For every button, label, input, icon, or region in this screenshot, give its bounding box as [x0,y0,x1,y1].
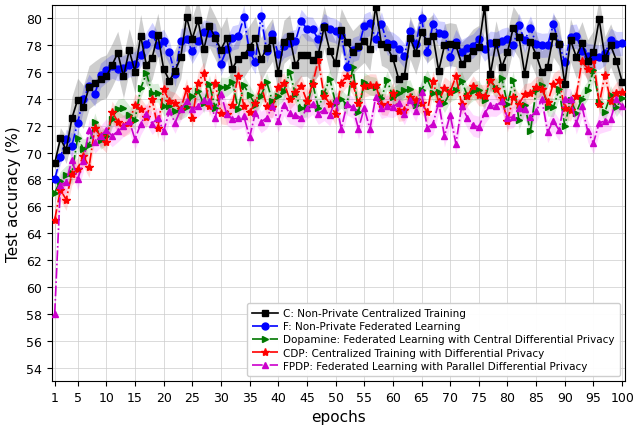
X-axis label: epochs: epochs [311,409,366,424]
CDP: Centralized Training with Differential Privacy: (1, 65): Centralized Training with Differential P… [51,218,58,223]
CDP: Centralized Training with Differential Privacy: (96, 73.6): Centralized Training with Differential P… [595,102,603,107]
Legend: C: Non-Private Centralized Training, F: Non-Private Federated Learning, Dopamine: C: Non-Private Centralized Training, F: … [246,303,620,376]
Dopamine: Federated Learning with Central Differential Privacy: (52, 73.5): Federated Learning with Central Differen… [343,103,351,108]
F: Non-Private Federated Learning: (37, 80.2): Non-Private Federated Learning: (37, 80.… [257,14,265,19]
Dopamine: Federated Learning with Central Differential Privacy: (24, 73.4): Federated Learning with Central Differen… [182,105,190,110]
FPDP: Federated Learning with Parallel Differential Privacy: (93, 73.4): Federated Learning with Parallel Differe… [578,104,586,110]
FPDP: Federated Learning with Parallel Differential Privacy: (100, 73.4): Federated Learning with Parallel Differe… [618,104,626,110]
FPDP: Federated Learning with Parallel Differential Privacy: (60, 73.4): Federated Learning with Parallel Differe… [389,105,397,110]
FPDP: Federated Learning with Parallel Differential Privacy: (20, 71.6): Federated Learning with Parallel Differe… [160,129,168,135]
F: Non-Private Federated Learning: (61, 77.7): Non-Private Federated Learning: (61, 77.… [395,47,403,52]
Line: Dopamine: Federated Learning with Central Differential Privacy: Dopamine: Federated Learning with Centra… [51,65,625,197]
Line: CDP: Centralized Training with Differential Privacy: CDP: Centralized Training with Different… [51,56,627,224]
F: Non-Private Federated Learning: (53, 77.6): Non-Private Federated Learning: (53, 77.… [349,48,356,53]
Dopamine: Federated Learning with Central Differential Privacy: (20, 73.4): Federated Learning with Central Differen… [160,104,168,110]
F: Non-Private Federated Learning: (20, 78.3): Non-Private Federated Learning: (20, 78.… [160,40,168,45]
Line: C: Non-Private Centralized Training: C: Non-Private Centralized Training [52,5,625,167]
CDP: Centralized Training with Differential Privacy: (52, 75.7): Centralized Training with Differential P… [343,74,351,79]
F: Non-Private Federated Learning: (96, 77.1): Non-Private Federated Learning: (96, 77.… [595,55,603,61]
Line: F: Non-Private Federated Learning: F: Non-Private Federated Learning [51,13,625,184]
FPDP: Federated Learning with Parallel Differential Privacy: (1, 58): Federated Learning with Parallel Differe… [51,312,58,317]
Dopamine: Federated Learning with Central Differential Privacy: (96, 73.7): Federated Learning with Central Differen… [595,101,603,106]
CDP: Centralized Training with Differential Privacy: (95, 76.9): Centralized Training with Differential P… [589,58,597,63]
FPDP: Federated Learning with Parallel Differential Privacy: (65, 74.5): Federated Learning with Parallel Differe… [418,91,426,96]
F: Non-Private Federated Learning: (24, 78.5): Non-Private Federated Learning: (24, 78.… [182,37,190,42]
Dopamine: Federated Learning with Central Differential Privacy: (53, 76.3): Federated Learning with Central Differen… [349,66,356,71]
CDP: Centralized Training with Differential Privacy: (24, 74.7): Centralized Training with Differential P… [182,87,190,92]
C: Non-Private Centralized Training: (20, 76.2): Non-Private Centralized Training: (20, 7… [160,67,168,72]
Dopamine: Federated Learning with Central Differential Privacy: (61, 74.4): Federated Learning with Central Differen… [395,91,403,96]
CDP: Centralized Training with Differential Privacy: (60, 74.4): Centralized Training with Differential P… [389,91,397,96]
C: Non-Private Centralized Training: (1, 69.2): Non-Private Centralized Training: (1, 69… [51,161,58,166]
Dopamine: Federated Learning with Central Differential Privacy: (93, 74): Federated Learning with Central Differen… [578,97,586,102]
Dopamine: Federated Learning with Central Differential Privacy: (100, 74): Federated Learning with Central Differen… [618,97,626,102]
FPDP: Federated Learning with Parallel Differential Privacy: (52, 73.6): Federated Learning with Parallel Differe… [343,102,351,108]
C: Non-Private Centralized Training: (24, 80.1): Non-Private Centralized Training: (24, 8… [182,15,190,21]
CDP: Centralized Training with Differential Privacy: (20, 74.7): Centralized Training with Differential P… [160,88,168,93]
F: Non-Private Federated Learning: (93, 77.6): Non-Private Federated Learning: (93, 77.… [578,49,586,54]
CDP: Centralized Training with Differential Privacy: (100, 74.5): Centralized Training with Differential P… [618,90,626,95]
C: Non-Private Centralized Training: (93, 78.1): Non-Private Centralized Training: (93, 7… [578,41,586,46]
F: Non-Private Federated Learning: (1, 68): Non-Private Federated Learning: (1, 68) [51,178,58,183]
Dopamine: Federated Learning with Central Differential Privacy: (1, 67): Federated Learning with Central Differen… [51,191,58,196]
FPDP: Federated Learning with Parallel Differential Privacy: (24, 73.8): Federated Learning with Parallel Differe… [182,100,190,105]
Y-axis label: Test accuracy (%): Test accuracy (%) [6,126,20,261]
C: Non-Private Centralized Training: (61, 75.5): Non-Private Centralized Training: (61, 7… [395,77,403,82]
C: Non-Private Centralized Training: (57, 80.9): Non-Private Centralized Training: (57, 8… [372,5,380,10]
Line: FPDP: Federated Learning with Parallel Differential Privacy: FPDP: Federated Learning with Parallel D… [51,90,625,318]
FPDP: Federated Learning with Parallel Differential Privacy: (96, 72.2): Federated Learning with Parallel Differe… [595,121,603,126]
F: Non-Private Federated Learning: (100, 78.1): Non-Private Federated Learning: (100, 78… [618,42,626,47]
C: Non-Private Centralized Training: (100, 75.3): Non-Private Centralized Training: (100, … [618,80,626,85]
C: Non-Private Centralized Training: (96, 79.9): Non-Private Centralized Training: (96, 7… [595,18,603,23]
CDP: Centralized Training with Differential Privacy: (92, 74.2): Centralized Training with Differential P… [572,94,580,99]
C: Non-Private Centralized Training: (52, 78.2): Non-Private Centralized Training: (52, 7… [343,41,351,46]
